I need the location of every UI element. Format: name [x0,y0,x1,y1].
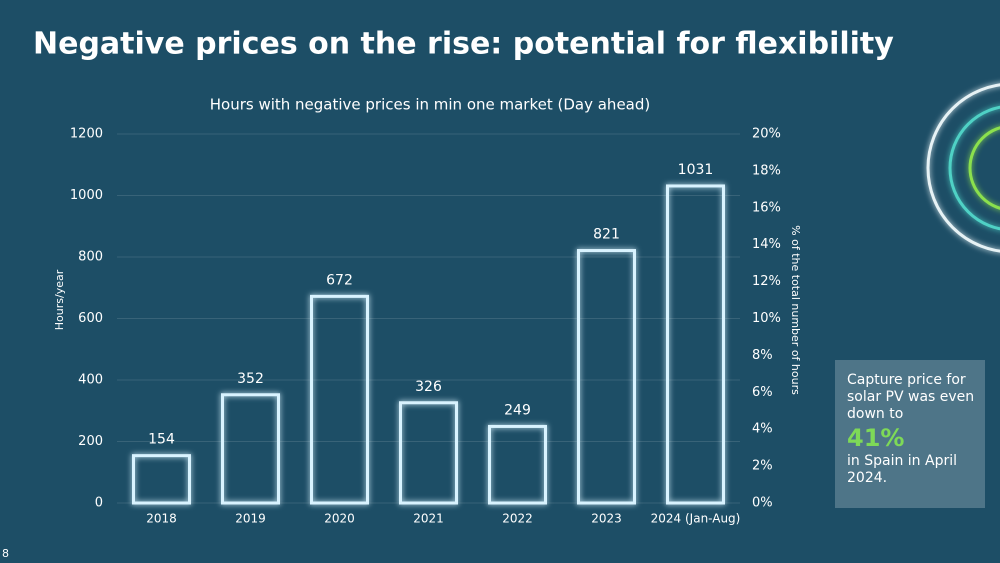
y2-tick-label: 6% [752,385,773,400]
y-tick-label: 800 [78,250,103,265]
bar [577,249,636,505]
value-label: 672 [326,272,353,288]
x-tick-label: 2020 [324,512,355,526]
y2-tick-label: 4% [752,422,773,437]
value-label: 1031 [678,162,714,178]
y2-tick-label: 18% [752,163,781,178]
y2-tick-label: 14% [752,237,781,252]
y-tick-label: 0 [95,496,103,511]
y-tick-label: 200 [78,434,103,449]
callout-box [835,360,985,508]
x-tick-label: 2018 [146,512,177,526]
bar [221,393,280,505]
page-number: 8 [2,547,9,560]
callout: Capture price for solar PV was even down… [847,372,979,487]
x-tick-label: 2022 [502,512,533,526]
y2-axis-label: % of the total number of hours [789,225,802,395]
callout-text: Capture price for solar PV was even down… [847,372,979,487]
ring [926,83,1000,253]
y2-tick-label: 10% [752,311,781,326]
bar [666,184,725,505]
ring [968,126,1000,210]
y2-tick-label: 8% [752,348,773,363]
y2-tick-label: 0% [752,496,773,511]
y-tick-label: 600 [78,311,103,326]
bar [310,294,369,505]
y-tick-label: 1200 [70,127,103,142]
x-tick-label: 2023 [591,512,622,526]
y2-tick-label: 12% [752,274,781,289]
slide-title: Negative prices on the rise: potential f… [33,27,894,62]
bar [399,401,458,505]
value-label: 326 [415,379,442,395]
bar [488,424,547,505]
callout-top: Capture price for solar PV was even down… [847,372,975,422]
x-tick-label: 2024 (Jan-Aug) [651,512,741,526]
decor-rings [926,83,1000,253]
y-axis-label: Hours/year [53,269,66,330]
bar [132,454,191,505]
value-label: 821 [593,227,620,243]
x-tick-label: 2019 [235,512,266,526]
y2-tick-label: 2% [752,459,773,474]
x-tick-label: 2021 [413,512,444,526]
ring [948,105,1000,231]
value-label: 352 [237,371,264,387]
chart-title: Hours with negative prices in min one ma… [210,96,651,114]
y-tick-label: 400 [78,373,103,388]
callout-bottom: in Spain in April 2024. [847,453,957,486]
y2-tick-label: 16% [752,200,781,215]
value-label: 154 [148,432,175,448]
y-tick-label: 1000 [70,188,103,203]
y2-tick-label: 20% [752,127,781,142]
value-label: 249 [504,402,531,418]
callout-highlight: 41% [847,424,905,452]
